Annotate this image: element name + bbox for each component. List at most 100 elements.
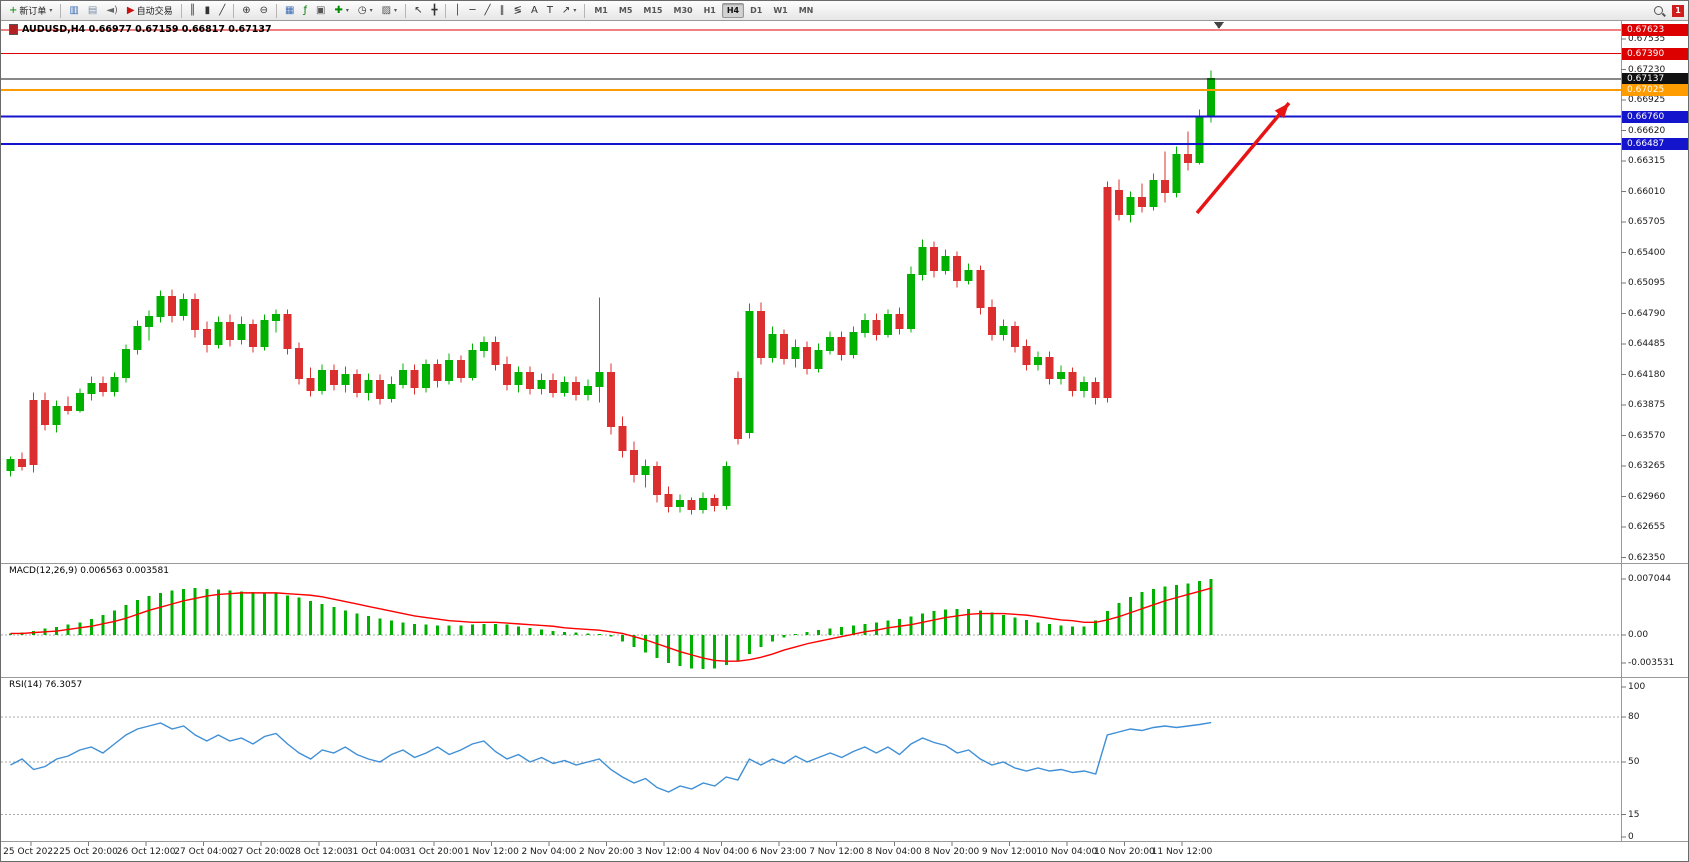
- zoom-out-icon[interactable]: ⊖: [256, 2, 272, 20]
- time-axis-label: 8 Nov 20:00: [924, 847, 980, 857]
- time-axis-label: 9 Nov 12:00: [981, 847, 1037, 857]
- time-axis-label: 2 Nov 20:00: [579, 847, 634, 857]
- toolbar-separator: [233, 3, 235, 18]
- line-chart-icon[interactable]: ╱: [215, 2, 229, 20]
- dropdown-caret-icon: ▾: [345, 7, 349, 14]
- fibonacci-icon[interactable]: ≶: [510, 2, 526, 20]
- timeframe-h1[interactable]: H1: [703, 6, 716, 15]
- print-icon[interactable]: ▤: [84, 2, 101, 20]
- rsi-line: [10, 721, 1212, 793]
- crosshair-icon: ╋: [431, 4, 438, 16]
- price-axis-label: 0.62655: [1628, 522, 1666, 532]
- autotrade-button[interactable]: ▶ 自动交易: [123, 2, 177, 20]
- zoom-in-icon[interactable]: ⊕: [238, 2, 254, 20]
- arrows-icon[interactable]: ↗ ▾: [558, 2, 580, 20]
- timeframe-mn[interactable]: MN: [798, 6, 814, 15]
- price-level-lines[interactable]: [1, 29, 1621, 145]
- macd-axis-label: 0.00: [1628, 630, 1649, 640]
- dropdown-caret-icon: ▾: [49, 7, 53, 14]
- autotrade-button-label: 自动交易: [136, 7, 173, 17]
- chart-title: AUDUSD,H4 0.66977 0.67159 0.66817 0.6713…: [9, 24, 272, 35]
- dropdown-caret-icon: ▾: [369, 7, 373, 14]
- new-chart-icon: ✚: [334, 4, 343, 16]
- vertical-line-icon[interactable]: │: [450, 2, 464, 20]
- price-axis-label: 0.62350: [1628, 552, 1666, 563]
- line-chart-icon: ╱: [219, 4, 226, 16]
- text-icon: A: [530, 4, 538, 16]
- timeframe-m30[interactable]: M30: [673, 6, 693, 15]
- new-order-button-label: 新订单: [19, 7, 47, 17]
- time-axis-label: 27 Oct 04:00: [174, 847, 233, 857]
- macd-signal-line: [10, 587, 1212, 662]
- price-axis-label: 0.66010: [1628, 186, 1666, 197]
- price-axis-label: 0.63265: [1628, 461, 1666, 471]
- rsi-axis-label: 50: [1628, 757, 1640, 767]
- timeframe-w1[interactable]: W1: [773, 6, 788, 15]
- horizontal-line-icon: ─: [469, 4, 476, 16]
- timeframe-m15[interactable]: M15: [643, 6, 663, 15]
- tile-windows-icon[interactable]: ▦: [281, 2, 298, 20]
- channel-icon: ∥: [499, 4, 505, 16]
- candlestick-chart-icon[interactable]: ▮: [201, 2, 215, 20]
- notifications-badge[interactable]: 1: [1672, 4, 1684, 17]
- sound-icon[interactable]: ◄): [102, 2, 122, 20]
- cursor-icon[interactable]: ↖: [410, 2, 426, 20]
- trendline-icon: ╱: [484, 4, 491, 16]
- trendline-icon[interactable]: ╱: [481, 2, 495, 20]
- price-axis-label: 0.65400: [1628, 247, 1666, 258]
- autotrade-button: ▶: [126, 4, 135, 16]
- cascade-windows-icon: ▣: [315, 4, 326, 16]
- template-icon: ▨: [381, 4, 392, 16]
- price-axis-label: 0.64485: [1628, 339, 1666, 349]
- rsi-axis-label: 80: [1628, 712, 1640, 722]
- charts-window-icon[interactable]: ▥: [65, 2, 82, 20]
- new-order-button[interactable]: + 新订单 ▾: [5, 2, 56, 20]
- price-axis-label: 0.65095: [1628, 278, 1666, 288]
- dropdown-caret-icon: ▾: [573, 7, 577, 14]
- time-axis-label: 4 Nov 04:00: [694, 847, 750, 857]
- horizontal-line-icon[interactable]: ─: [466, 2, 480, 20]
- fibonacci-icon: ≶: [513, 4, 522, 16]
- axis-tick-marks: [30, 38, 1626, 846]
- tile-windows-icon: ▦: [285, 4, 295, 16]
- zoom-in-icon: ⊕: [242, 4, 251, 16]
- price-axis-label: 0.64180: [1628, 369, 1666, 380]
- level-price-label: 0.66487: [1622, 137, 1688, 150]
- candles-layer: [6, 70, 1216, 515]
- price-axis-label: 0.64790: [1628, 308, 1666, 319]
- time-axis-label: 31 Oct 04:00: [346, 847, 406, 857]
- toolbar-separator: [405, 3, 407, 18]
- time-axis-label: 25 Oct 2022: [3, 847, 59, 857]
- bar-chart-icon[interactable]: ║: [186, 2, 200, 20]
- level-price-label: 0.66760: [1622, 110, 1688, 123]
- period-selector-icon[interactable]: ◷ ▾: [354, 2, 377, 20]
- timeframe-m5[interactable]: M5: [618, 6, 633, 15]
- price-axis-label: 0.62960: [1628, 491, 1666, 502]
- time-axis-label: 11 Nov 12:00: [1151, 847, 1213, 857]
- time-axis-label: 2 Nov 04:00: [521, 847, 577, 857]
- new-chart-icon[interactable]: ✚ ▾: [330, 2, 352, 20]
- timeframe-m1[interactable]: M1: [594, 6, 608, 15]
- search-icon[interactable]: [1650, 2, 1667, 20]
- rsi-axis-label: 100: [1628, 682, 1646, 692]
- indicators-icon[interactable]: ƒ: [299, 2, 311, 20]
- rsi-level-lines: [1, 716, 1621, 815]
- time-axis-label: 10 Nov 04:00: [1036, 847, 1098, 857]
- time-axis-label: 6 Nov 23:00: [751, 847, 807, 857]
- crosshair-icon[interactable]: ╋: [427, 2, 441, 20]
- timeframe-d1[interactable]: D1: [750, 6, 763, 15]
- timeframe-h4[interactable]: H4: [721, 3, 745, 18]
- time-axis-label: 26 Oct 12:00: [116, 847, 176, 857]
- label-icon[interactable]: T: [543, 2, 557, 20]
- chart-shift-marker[interactable]: [1214, 22, 1224, 29]
- channel-icon[interactable]: ∥: [496, 2, 509, 20]
- trend-arrow[interactable]: [1195, 101, 1291, 215]
- cascade-windows-icon[interactable]: ▣: [312, 2, 329, 20]
- template-icon[interactable]: ▨ ▾: [378, 2, 401, 20]
- toolbar-separator: [584, 3, 586, 18]
- text-icon[interactable]: A: [527, 2, 542, 20]
- toolbar-separator: [276, 3, 277, 18]
- chart-title-text: AUDUSD,H4 0.66977 0.67159 0.66817 0.6713…: [22, 24, 272, 35]
